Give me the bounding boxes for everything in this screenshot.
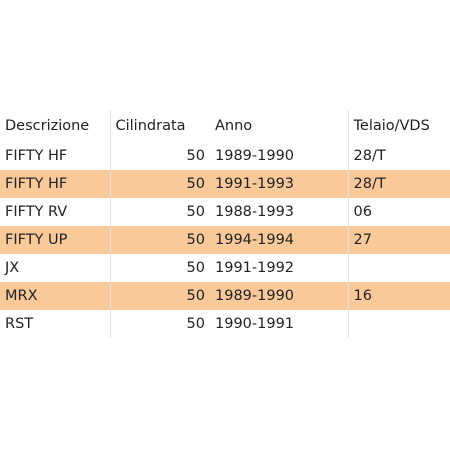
cell-anno: 1994-1994 <box>210 226 348 254</box>
cell-telaio <box>347 254 450 282</box>
cell-anno: 1988-1993 <box>215 204 295 220</box>
cell-cilindrata: 50 <box>109 170 210 198</box>
cell-telaio: 16 <box>347 282 450 310</box>
table-row: RST 50 1990-1991 <box>0 310 450 338</box>
table-row: FIFTY RV 50 1988-1993 06 <box>0 198 450 226</box>
header-cilindrata: Cilindrata <box>109 110 210 142</box>
cell-anno: 1989-1990 <box>210 282 348 310</box>
cell-descrizione: FIFTY RV <box>5 204 68 220</box>
cell-cilindrata: 50 <box>109 142 210 170</box>
table-row: FIFTY UP 50 1994-1994 27 <box>0 226 450 254</box>
cell-cilindrata: 50 <box>109 226 210 254</box>
cell-telaio: 06 <box>347 198 450 226</box>
cell-anno: 1991-1992 <box>215 260 295 276</box>
cell-descrizione: FIFTY HF <box>5 148 68 164</box>
cell-anno: 1989-1990 <box>215 148 295 164</box>
cell-descrizione: MRX <box>0 282 110 310</box>
table-row: MRX 50 1989-1990 16 <box>0 282 450 310</box>
cell-cilindrata: 50 <box>109 310 210 338</box>
cell-descrizione: RST <box>5 316 34 332</box>
cell-cilindrata: 50 <box>109 282 210 310</box>
cell-anno: 1991-1993 <box>210 170 348 198</box>
table-row: JX 50 1991-1992 <box>0 254 450 282</box>
header-anno: Anno <box>215 118 253 134</box>
header-descrizione: Descrizione <box>5 118 90 134</box>
cell-telaio: 27 <box>347 226 450 254</box>
cell-anno: 1990-1991 <box>215 316 295 332</box>
cell-telaio: 28/T <box>347 170 450 198</box>
cell-descrizione: FIFTY HF <box>0 170 110 198</box>
cell-cilindrata: 50 <box>109 198 210 226</box>
parts-table: Descrizione Cilindrata Anno Telaio/VDS F… <box>0 110 450 338</box>
cell-telaio: 28/T <box>347 142 450 170</box>
parts-table-container: Descrizione Cilindrata Anno Telaio/VDS F… <box>0 110 450 338</box>
table-header-row: Descrizione Cilindrata Anno Telaio/VDS <box>0 110 450 142</box>
table-row: FIFTY HF 50 1991-1993 28/T <box>0 170 450 198</box>
cell-descrizione: FIFTY UP <box>0 226 110 254</box>
cell-cilindrata: 50 <box>109 254 210 282</box>
cell-descrizione: JX <box>5 260 20 276</box>
table-row: FIFTY HF 50 1989-1990 28/T <box>0 142 450 170</box>
cell-telaio <box>347 310 450 338</box>
header-telaio: Telaio/VDS <box>347 110 450 142</box>
